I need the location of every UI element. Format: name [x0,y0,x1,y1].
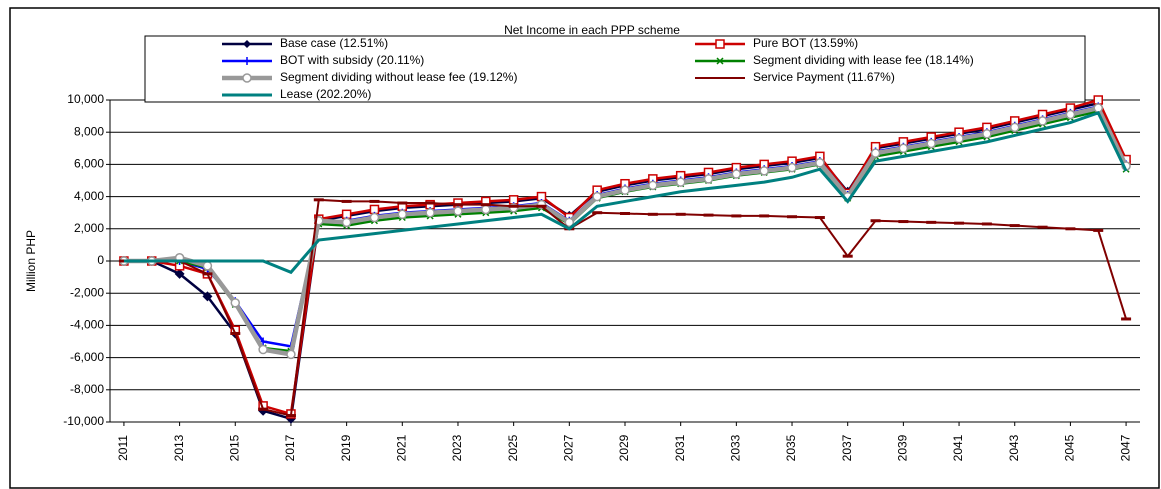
x-tick-label: 2019 [339,434,353,461]
marker [787,162,797,173]
y-tick-label: -2,000 [70,285,104,299]
legend-marker [243,57,251,65]
legend-label: Base case (12.51%) [280,36,388,50]
marker [481,204,491,215]
series [119,103,1131,360]
marker [453,206,463,216]
marker [982,129,992,139]
marker [174,268,185,279]
x-tick-label: 2037 [840,434,854,461]
y-tick-label: -10,000 [63,414,104,428]
y-tick-label: -4,000 [70,318,104,332]
marker [592,191,602,202]
marker [703,174,714,184]
x-tick-label: 2043 [1007,434,1021,461]
x-tick-label: 2031 [673,434,687,461]
legend-marker [716,57,724,65]
marker [731,169,742,179]
marker [1009,122,1020,133]
x-tick-label: 2045 [1063,434,1077,461]
marker [1065,109,1076,120]
x-tick-label: 2027 [561,434,575,461]
legend-label: BOT with subsidy (20.11%) [280,53,424,67]
y-tick-label: 0 [97,253,104,267]
x-tick-label: 2013 [172,434,186,461]
legend-label: Service Payment (11.67%) [753,70,895,84]
marker [425,207,435,218]
x-tick-label: 2023 [450,434,464,461]
y-tick-label: -6,000 [70,350,104,364]
marker [620,185,630,195]
marker [1037,116,1048,126]
x-tick-label: 2011 [116,435,130,461]
legend-box [144,35,1086,103]
x-tick-label: 2039 [896,434,910,461]
marker [564,217,575,228]
marker [675,177,686,187]
marker [870,148,881,158]
x-tick-label: 2041 [951,434,965,461]
marker [954,133,964,144]
y-tick-label: -8,000 [70,382,104,396]
marker [815,158,825,168]
x-tick-label: 2025 [506,434,520,461]
marker [648,180,658,191]
x-tick-label: 2047 [1118,434,1132,461]
marker [898,143,909,154]
legend-label: Pure BOT (13.59%) [753,36,858,50]
legend-label: Lease (202.20%) [280,87,371,101]
marker [926,138,936,149]
series-line [123,111,1128,275]
legend-marker [242,73,252,83]
marker [230,298,241,308]
marker [1093,103,1103,113]
series [123,111,1128,275]
legend: Base case (12.51%) Pure BOT (13.59%) BOT w… [144,35,1086,103]
x-tick-label: 2017 [283,434,297,461]
y-tick-label: 2,000 [74,221,104,235]
y-tick-label: 10,000 [67,92,104,106]
legend-marker [715,39,725,49]
marker [369,212,380,223]
legend-marker [243,40,251,48]
y-axis-label: Million PHP [24,230,38,292]
x-tick-label: 2021 [394,434,408,461]
marker [258,344,268,355]
marker [341,217,352,228]
marker [759,166,769,176]
marker [202,261,213,271]
y-tick-label: 4,000 [74,189,104,203]
x-tick-label: 2029 [617,434,631,461]
y-tick-label: 6,000 [74,157,104,171]
x-tick-label: 2015 [227,434,241,461]
x-tick-label: 2035 [784,434,798,461]
chart-title: Net Income in each PPP scheme [504,23,680,37]
marker [286,349,296,360]
x-tick-label: 2033 [729,434,743,461]
legend-label: Segment dividing with lease fee (18.14%) [753,53,974,67]
marker [202,291,213,302]
y-tick-label: 8,000 [74,124,104,138]
marker [397,209,408,220]
legend-label: Segment dividing without lease fee (19.1… [280,70,517,84]
